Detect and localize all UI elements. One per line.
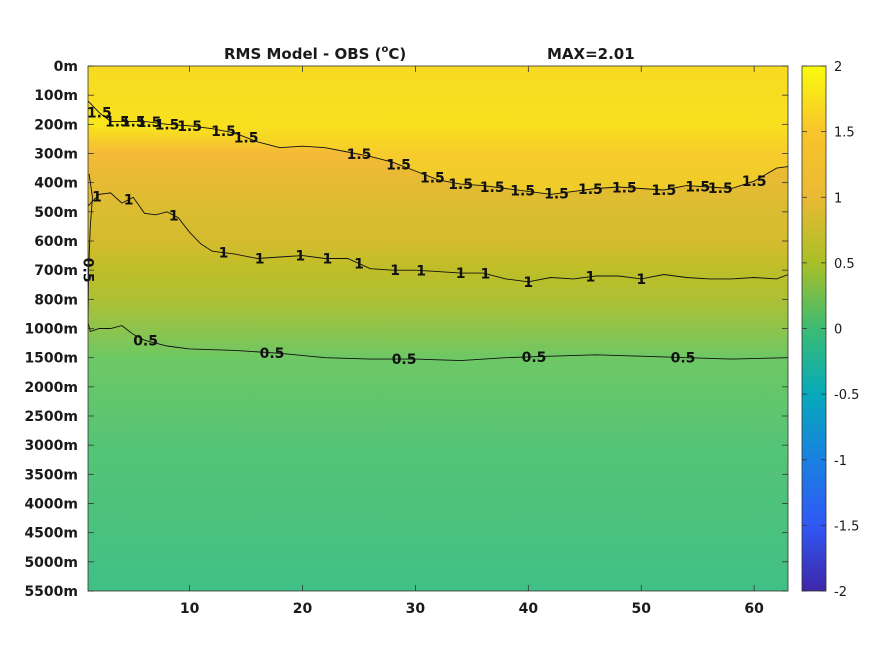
contour-label: 1.5 [578,182,603,198]
colorbar-ticks: 2 1.5 1 0.5 0 -0.5 -1 -1.5 -2 [802,60,859,600]
colorbar-tick-label: 1 [834,191,842,206]
y-tick-label: 5000m [24,555,78,571]
contour-label: 1.5 [386,157,411,173]
colorbar-tick-label: -2 [834,585,847,600]
x-tick-label: 60 [744,601,764,617]
contour-label: 1.5 [742,174,767,190]
y-tick-label: 100m [34,88,78,104]
x-tick-label: 40 [519,601,539,617]
contour-label: 1.5 [211,124,236,140]
contour-label: 1 [354,257,364,273]
y-tick-label: 4000m [24,497,78,513]
colorbar-tick-label: -1.5 [834,519,859,534]
contour-label: 1.5 [137,115,162,131]
colorbar-tick-label: 0.5 [834,257,855,272]
contour-label: 1 [295,249,305,265]
contour-label: 1.5 [347,147,372,163]
contour-label: 1.5 [685,179,710,195]
contour-label: 1.5 [480,180,505,196]
contour-label: 1 [169,208,179,224]
contour-label: 1.5 [105,114,130,130]
contour-label: 1.5 [234,131,259,147]
y-tick-label: 700m [34,263,78,279]
y-tick-label: 3500m [24,467,78,483]
contour-label: 0.5 [392,352,417,368]
contour-label: 1 [481,267,491,283]
contour-label: 1 [416,264,426,280]
contour-label: 0.5 [671,351,696,367]
x-tick-label: 20 [293,601,313,617]
contour-line-0 [88,100,788,195]
x-tick-label: 10 [180,601,200,617]
x-tick-label: 50 [631,601,651,617]
y-tick-label: 2500m [24,409,78,425]
contour-label: 1 [456,266,466,282]
contour-label: 1 [124,193,134,209]
contour-line-2 [88,322,788,362]
contour-label: 1.5 [121,114,146,130]
contour-label: 1 [219,246,229,262]
contour-label: 1.5 [448,177,473,193]
contour-label: 1.5 [155,117,180,133]
colorbar-tick-label: 2 [834,60,842,75]
contour-label: 1 [92,190,102,206]
y-tick-label: 4500m [24,526,78,542]
y-tick-label: 2000m [24,380,78,396]
colorbar-tick-label: -1 [834,454,847,469]
chart-title: RMS Model - OBS (oC) [224,44,406,63]
heatmap-field [88,66,788,591]
contour-lines [88,100,788,362]
y-tick-label: 3000m [24,438,78,454]
y-tick-label: 5500m [24,584,78,600]
contour-label: 1.5 [510,184,535,200]
contour-label: 1.5 [708,181,733,197]
colorbar-tick-label: 1.5 [834,126,855,141]
contour-label: 1 [523,275,533,291]
y-tick-label: 1000m [24,322,78,338]
contour-label: 0.5 [133,334,158,350]
contour-line-1 [88,192,788,283]
colorbar-tick-label: -0.5 [834,388,859,403]
contour-label: 1 [586,270,596,286]
y-tick-label: 800m [34,292,78,308]
contour-label: 1 [323,252,333,268]
contour-label: 1 [636,272,646,288]
x-axis-ticks: 10 20 30 40 50 60 [180,66,764,617]
contour-label: 0.5 [522,350,547,366]
contour-labels: 1.51.51.51.51.51.5 1.51.51.51.51.5 1.5 1.5 1… [80,106,767,368]
max-label: MAX=2.01 [547,45,635,63]
contour-label: 1 [255,251,265,267]
contour-label: 1.5 [544,187,569,203]
contour-label: 1.5 [651,183,676,199]
y-tick-label: 500m [34,205,78,221]
contour-label: 1.5 [177,119,202,135]
x-tick-label: 30 [406,601,426,617]
contour-label: 1.5 [612,180,637,196]
y-tick-label: 0m [54,59,78,75]
contour-label: 1.5 [87,106,112,122]
y-tick-label: 200m [34,117,78,133]
contour-label: 0.5 [260,346,285,362]
y-tick-label: 400m [34,176,78,192]
colorbar-tick-label: 0 [834,323,842,338]
y-tick-label: 1500m [24,351,78,367]
y-tick-label: 300m [34,147,78,163]
y-axis-ticks: 0m 100m 200m 300m 400m 500m 600m 700m 800m 1000m 1… [24,59,788,600]
contour-label: 1.5 [420,171,445,187]
contour-label: 1 [390,263,400,279]
warm-layer [88,66,788,195]
y-tick-label: 600m [34,234,78,250]
